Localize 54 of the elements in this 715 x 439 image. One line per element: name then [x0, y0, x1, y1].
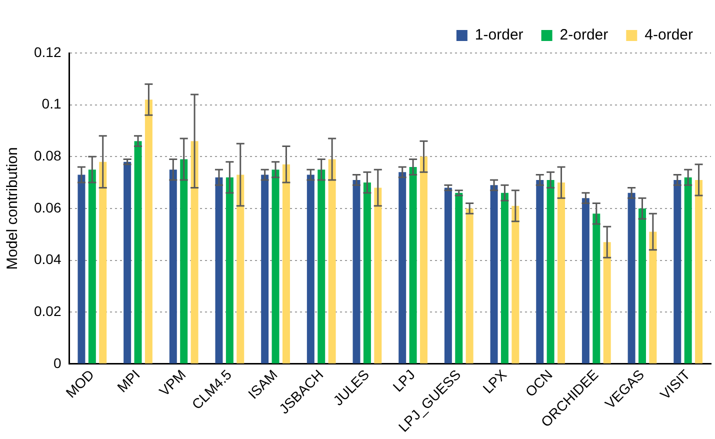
bar — [272, 170, 280, 364]
bar — [169, 170, 177, 364]
bar — [398, 172, 406, 364]
bar — [306, 174, 314, 364]
bar — [628, 192, 636, 364]
x-tick-label: MPI — [114, 366, 143, 396]
bar — [190, 141, 198, 364]
bar — [649, 232, 657, 364]
bar — [328, 159, 336, 364]
bar — [352, 180, 360, 364]
bar — [409, 166, 417, 364]
y-tick-label: 0.02 — [34, 302, 62, 319]
bar — [318, 170, 326, 364]
y-tick-label: 0.06 — [34, 199, 62, 216]
y-tick-label: 0.12 — [34, 44, 62, 60]
bar — [261, 174, 269, 364]
bar — [144, 100, 152, 364]
bar — [363, 182, 371, 364]
bar — [684, 177, 692, 364]
bar — [674, 180, 682, 364]
y-tick-label: 0.08 — [34, 147, 62, 164]
y-tick-label: 0 — [53, 354, 62, 371]
legend-label: 1-order — [474, 26, 524, 44]
legend-label: 4-order — [644, 26, 694, 44]
bar — [695, 180, 703, 364]
bar — [500, 192, 508, 364]
y-axis-title: Model contribution — [4, 147, 22, 270]
bar — [558, 182, 565, 364]
bar — [282, 164, 290, 364]
bar — [638, 208, 646, 364]
bar — [546, 180, 554, 364]
bar — [592, 214, 600, 364]
bar — [99, 162, 107, 364]
bar — [226, 177, 234, 364]
bar — [582, 198, 590, 364]
bar — [180, 159, 188, 364]
bar — [512, 206, 520, 364]
bar — [374, 188, 382, 364]
bar — [78, 174, 86, 364]
bar — [134, 141, 142, 364]
bar — [215, 177, 223, 364]
y-tick-label: 0.04 — [34, 251, 62, 268]
bar — [236, 174, 244, 364]
legend-label: 2-order — [560, 26, 608, 44]
bar — [444, 188, 452, 364]
bar — [88, 170, 96, 364]
y-tick-label: 0.1 — [42, 96, 62, 112]
bar — [124, 162, 132, 364]
bar — [466, 208, 474, 364]
bar — [603, 242, 611, 364]
bar — [490, 185, 498, 364]
bar — [455, 192, 463, 364]
bar — [536, 180, 544, 364]
bar — [420, 156, 428, 364]
